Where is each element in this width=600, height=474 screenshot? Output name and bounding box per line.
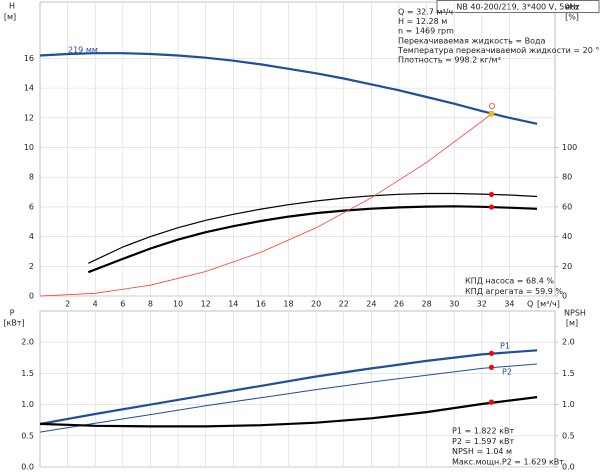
y-tick-label: 10 [24,143,34,152]
x-axis-unit: [м³/ч] [537,300,560,309]
system-curve-end [488,103,495,110]
x-tick-label: 16 [256,300,266,309]
y2-tick-label: 0.0 [562,463,575,472]
y2-tick-label: 2.0 [562,338,575,347]
curve [39,349,538,425]
curve [88,192,538,264]
info-text: n = 1469 rpm [398,27,454,36]
note-text: NPSH = 1.04 м [452,447,512,456]
x-tick-label: 34 [504,300,514,309]
curve-label: P2 [502,368,512,377]
y2-tick-label: 40 [562,232,572,241]
y2-tick-label: 100 [562,143,577,152]
x-tick-label: 20 [311,300,321,309]
x-axis-label: Q [527,300,533,309]
y-tick-label: 1.5 [21,369,34,378]
operating-point [488,399,495,405]
y2-tick-label: 20 [562,262,572,271]
y-tick-label: 0 [29,292,34,301]
curve-label: P1 [500,342,510,351]
y-tick-label: 4 [29,232,34,241]
title-box [436,0,600,13]
y-tick-label: 14 [24,84,34,93]
y-axis-label: H [9,2,15,11]
operating-point [488,204,495,210]
operating-point [488,350,495,356]
y2-axis-label: NPSH [564,309,586,318]
x-tick-label: 4 [93,300,98,309]
y-axis-unit: [м] [4,13,16,22]
note-text: P1 = 1.822 кВт [452,427,514,436]
note-text: Макс.мощн.P2 = 1.629 кВт [452,457,564,466]
curve [87,205,538,274]
y-axis-unit: [кВт] [3,319,24,328]
y-tick-label: 6 [29,202,34,211]
x-tick-label: 8 [148,300,153,309]
y2-tick-label: 80 [562,173,572,182]
curve [39,52,538,125]
x-tick-label: 18 [283,300,293,309]
operating-point [488,110,495,117]
y2-tick-label: 60 [562,202,572,211]
info-text: Плотность = 998.2 кг/м³ [398,56,501,65]
info-text: Температура перекачиваемой жидкости = 20… [397,46,600,55]
x-tick-label: 30 [449,300,459,309]
y2-axis-unit: [%] [565,13,579,22]
y-tick-label: 12 [24,113,34,122]
y-axis-label: P [10,309,15,318]
y2-tick-label: 1.0 [562,400,575,409]
info-text: H = 12.28 м [398,17,447,26]
x-tick-label: 6 [120,300,125,309]
y-tick-label: 2.0 [21,338,34,347]
note-text: P2 = 1.597 кВт [452,437,514,446]
x-tick-label: 26 [394,300,404,309]
curve [39,113,492,297]
x-tick-label: 12 [201,300,211,309]
note-text: КПД насоса = 68.4 % [465,277,554,286]
x-tick-label: 22 [339,300,349,309]
y2-axis-label: eta [566,3,579,12]
note-text: КПД агрегата = 59.9 % [465,287,563,296]
curve [39,396,538,428]
chart-title: NB 40-200/219, 3*400 V, 50Hz [456,3,579,12]
curve [39,363,538,433]
y-tick-label: 16 [24,54,34,63]
operating-point [488,364,495,370]
y2-axis-unit: [м] [566,319,578,328]
x-tick-label: 28 [422,300,432,309]
y-tick-label: 0.5 [21,431,34,440]
y-tick-label: 2 [29,262,34,271]
info-text: Q = 32.7 м³/ч [398,8,453,17]
x-tick-label: 14 [228,300,238,309]
y2-tick-label: 0.5 [562,431,575,440]
operating-point [488,191,495,198]
x-tick-label: 2 [65,300,70,309]
x-tick-label: 10 [173,300,183,309]
y-tick-label: 1.0 [21,400,34,409]
y2-tick-label: 1.5 [562,369,575,378]
x-tick-label: 24 [366,300,376,309]
curve-label: 219 мм [68,46,98,55]
y-tick-label: 8 [29,173,34,182]
y2-tick-label: 0 [562,292,567,301]
x-tick-label: 32 [477,300,487,309]
info-text: Перекачиваемая жидкость = Вода [398,36,546,45]
y-tick-label: 0.0 [21,463,34,472]
